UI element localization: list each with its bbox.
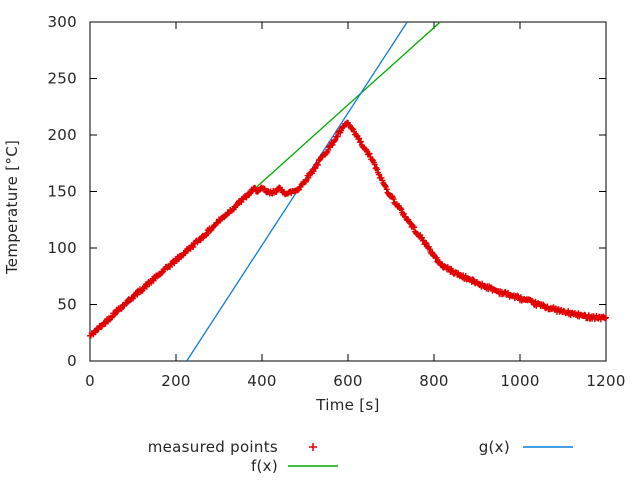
- tick-label: 200: [161, 372, 191, 390]
- y-axis-label: Temperature [°C]: [3, 140, 21, 275]
- y-tick-labels: 0 50 100 150 200 250 300: [47, 13, 77, 370]
- legend-label-f: f(x): [251, 457, 278, 475]
- legend-sample-measured-points-plus-icon: [309, 443, 317, 451]
- legend-label-measured-points: measured points: [148, 438, 278, 456]
- measured-points-markers: [87, 119, 609, 339]
- tick-label: 300: [47, 13, 77, 31]
- tick-label: 0: [85, 372, 95, 390]
- legend: measured points f(x) g(x): [148, 438, 573, 475]
- tick-label: 1200: [586, 372, 625, 390]
- data-series: [87, 21, 609, 362]
- x-tick-labels: 0 200 400 600 800 1000 1200: [85, 372, 625, 390]
- legend-label-g: g(x): [479, 438, 510, 456]
- tick-label: 100: [47, 239, 77, 257]
- tick-label: 800: [419, 372, 449, 390]
- axis-ticks: [89, 21, 607, 362]
- tick-label: 50: [57, 296, 77, 314]
- tick-label: 0: [67, 352, 77, 370]
- x-axis-label: Time [s]: [315, 396, 379, 414]
- tick-label: 1000: [500, 372, 539, 390]
- tick-label: 200: [47, 126, 77, 144]
- tick-label: 150: [47, 183, 77, 201]
- plot-border: [89, 21, 607, 362]
- tick-label: 250: [47, 70, 77, 88]
- tick-label: 600: [333, 372, 363, 390]
- tick-label: 400: [247, 372, 277, 390]
